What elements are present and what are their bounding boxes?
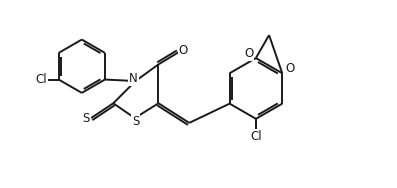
Text: O: O — [285, 62, 294, 75]
Text: S: S — [132, 115, 139, 128]
Text: O: O — [244, 47, 253, 60]
Text: O: O — [179, 44, 188, 57]
Text: Cl: Cl — [35, 73, 47, 86]
Text: S: S — [82, 112, 90, 125]
Text: Cl: Cl — [250, 130, 262, 143]
Text: N: N — [129, 72, 138, 85]
